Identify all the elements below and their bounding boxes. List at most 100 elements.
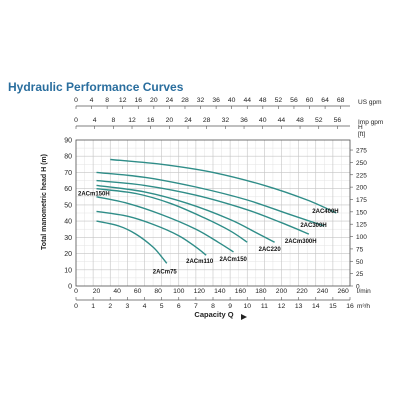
- top-axis-tick-label: 4: [93, 117, 97, 124]
- top-axis-tick-label: 44: [243, 97, 251, 104]
- x-tick-label: 1: [91, 303, 95, 310]
- right-tick-label: 225: [356, 172, 367, 179]
- lmin-tick-label: 120: [194, 288, 206, 295]
- lmin-tick-label: 180: [255, 288, 267, 295]
- top-axis-tick-label: 12: [119, 97, 127, 104]
- lmin-tick-label: 80: [154, 288, 162, 295]
- series-labels: 2ACm75 2ACm110 2ACm150 2ACm150H 2AC2202ACm30…: [78, 192, 339, 276]
- curve-2ac220: [96, 184, 275, 243]
- top-axis-tick-label: 52: [315, 117, 323, 124]
- top-axis-tick-label: 24: [184, 117, 192, 124]
- lmin-tick-label: 220: [296, 288, 308, 295]
- top-axis-tick-label: 48: [259, 97, 267, 104]
- label-2acm75: 2ACm75: [153, 269, 178, 275]
- x-tick-label: 3: [125, 303, 129, 310]
- top-axis-tick-label: 28: [203, 117, 211, 124]
- top-axis-tick-label: 40: [259, 117, 267, 124]
- x-unit: m³/h: [357, 303, 370, 310]
- curve-2acm300h: [96, 179, 310, 235]
- right-tick-label: 125: [356, 222, 367, 229]
- top-axis-tick-label: 48: [296, 117, 304, 124]
- series: [96, 158, 337, 264]
- x-tick-label: 2: [108, 303, 112, 310]
- label-2acm150: 2ACm150: [220, 257, 248, 263]
- right-tick-label: 25: [356, 271, 364, 278]
- grid: [75, 139, 351, 287]
- axes: [75, 105, 353, 301]
- y-axis-label: Total manometric head H (m): [41, 154, 48, 250]
- curve-2acm150: [96, 196, 234, 253]
- y-tick-label: 90: [64, 138, 72, 145]
- x-tick-label: 13: [295, 303, 303, 310]
- label-2acm110: 2ACm110: [186, 259, 214, 265]
- top-axis-tick-label: 16: [147, 117, 155, 124]
- curve-2acm150h: [96, 188, 248, 243]
- top-axis-tick-label: 12: [128, 117, 136, 124]
- top-axis-tick-label: 56: [334, 117, 342, 124]
- x-tick-label: 7: [194, 303, 198, 310]
- x-tick-label: 10: [243, 303, 251, 310]
- x-tick-label: 11: [261, 303, 268, 310]
- right-tick-label: 0: [356, 284, 360, 291]
- top-axis-tick-label: 56: [290, 97, 298, 104]
- y-tick-label: 30: [64, 235, 72, 242]
- right-tick-label: 275: [356, 148, 367, 155]
- curve-2ac400h: [110, 158, 337, 214]
- x-axis-label: Capacity Q: [194, 310, 233, 319]
- y-tick-label: 40: [64, 219, 72, 226]
- lmin-tick-label: 140: [214, 288, 226, 295]
- x-tick-label: 8: [211, 303, 215, 310]
- label-2acm150h: 2ACm150H: [78, 192, 110, 198]
- top-axis-tick-label: 68: [337, 97, 345, 104]
- top-axis-tick-label: 20: [166, 117, 174, 124]
- top-axis-unit: US gpm: [358, 99, 381, 106]
- top-axis-tick-label: 36: [240, 117, 248, 124]
- right-tick-label: 175: [356, 197, 367, 204]
- x-tick-label: 4: [143, 303, 147, 310]
- y-tick-label: 50: [64, 202, 72, 209]
- top-axis-tick-label: 24: [166, 97, 174, 104]
- top-axis-tick-label: 20: [150, 97, 158, 104]
- top-axis-tick-label: 36: [212, 97, 220, 104]
- x-tick-label: 5: [160, 303, 164, 310]
- lmin-tick-label: 160: [235, 288, 247, 295]
- top-axis-tick-label: 28: [181, 97, 189, 104]
- x-tick-label: 6: [177, 303, 181, 310]
- right-tick-label: 200: [356, 185, 367, 192]
- x-tick-label: 14: [312, 303, 320, 310]
- right-tick-label: 150: [356, 209, 367, 216]
- top-axis-tick-label: 60: [306, 97, 314, 104]
- x-tick-label: 12: [278, 303, 286, 310]
- lmin-tick-label: 0: [74, 288, 78, 295]
- right-tick-label: 100: [356, 234, 367, 241]
- chart-title: Hydraulic Performance Curves: [8, 80, 184, 94]
- top-axis-tick-label: 8: [111, 117, 115, 124]
- label-2ac220: 2AC220: [259, 247, 282, 253]
- x-axis-arrow-icon: [241, 314, 247, 320]
- plot-frame: [75, 139, 351, 287]
- top-axis-unit: Imp gpm: [358, 119, 383, 126]
- right-tick-label: 50: [356, 259, 364, 266]
- lmin-tick-label: 60: [134, 288, 142, 295]
- top-axis-tick-label: 4: [90, 97, 94, 104]
- x-tick-label: 0: [74, 303, 78, 310]
- y-tick-label: 60: [64, 186, 72, 193]
- x-tick-label: 9: [228, 303, 232, 310]
- x-tick-label: 16: [346, 303, 354, 310]
- top-axis-tick-label: 16: [134, 97, 142, 104]
- right-axis-symbol: H: [358, 124, 363, 131]
- curve-2acm75: [96, 220, 168, 264]
- label-2ac400h: 2AC400H: [312, 209, 338, 215]
- lmin-tick-label: 100: [173, 288, 185, 295]
- label-2ac300h: 2AC300H: [300, 223, 326, 229]
- top-axis-tick-label: 40: [228, 97, 236, 104]
- lmin-unit: l/min: [357, 288, 371, 295]
- right-axis-unit: [ft]: [358, 131, 365, 138]
- y-tick-label: 80: [64, 154, 72, 161]
- right-tick-label: 250: [356, 160, 367, 167]
- curve-2ac300h: [96, 171, 325, 227]
- top-axis-tick-label: 8: [105, 97, 109, 104]
- top-axis-tick-label: 32: [222, 117, 230, 124]
- top-axis-tick-label: 52: [275, 97, 283, 104]
- lmin-tick-label: 260: [337, 288, 349, 295]
